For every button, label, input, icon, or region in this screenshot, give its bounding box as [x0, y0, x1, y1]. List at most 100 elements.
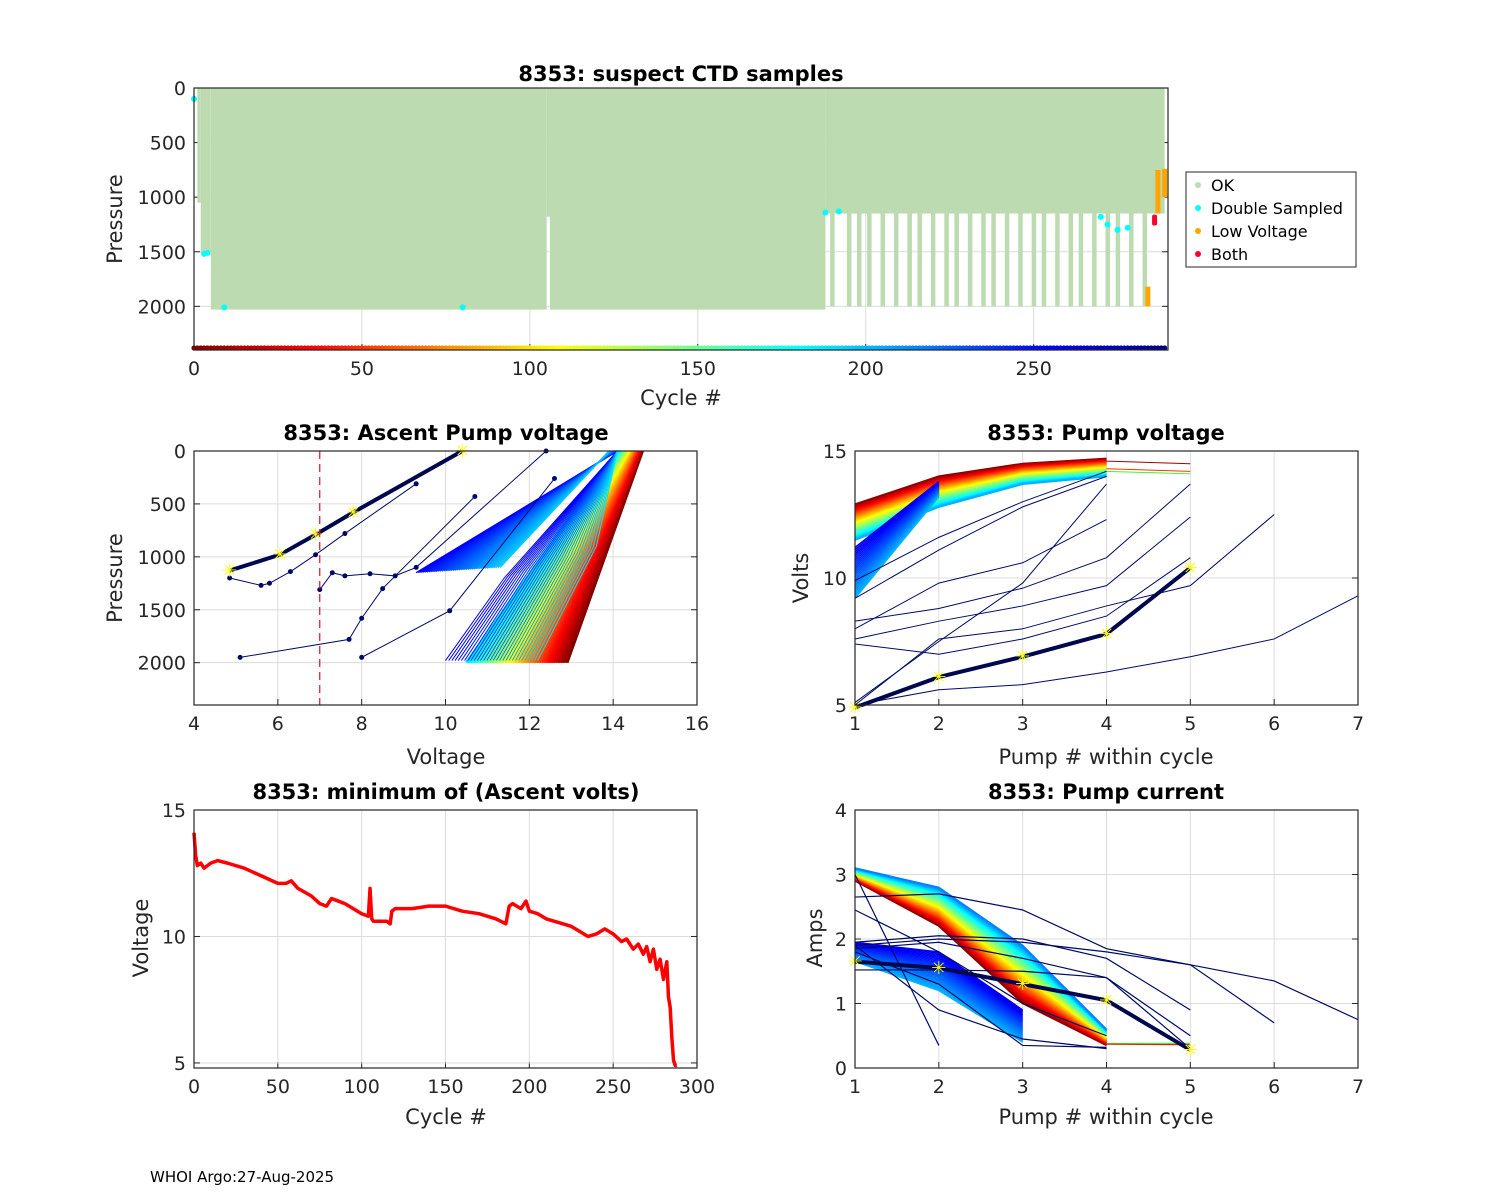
double-sampled-point — [1104, 221, 1111, 228]
double-sampled-point — [822, 209, 829, 216]
chart-title: 8353: minimum of (Ascent volts) — [252, 780, 639, 804]
cycle-voltage-line — [854, 483, 1107, 703]
ascent-profile-line — [515, 450, 618, 661]
ascent-profile-line — [530, 450, 618, 661]
ascent-profile-line — [470, 450, 618, 661]
axes-box — [193, 450, 698, 706]
tick-labels: 1 2 3 4 5 6 7 5 10 15 — [823, 441, 1364, 735]
chart-title: 8353: Ascent Pump voltage — [283, 421, 608, 445]
ok-deep-profile — [1004, 213, 1010, 307]
x-tick-label: 4 — [1100, 1076, 1112, 1098]
ok-deep-profile — [857, 213, 862, 307]
x-tick-label: 2 — [933, 713, 945, 735]
x-axis-label: Voltage — [407, 745, 486, 769]
pump-point — [392, 573, 398, 579]
last-cycle-star-marker: ✳ — [222, 561, 237, 582]
legend-label: Low Voltage — [1211, 222, 1308, 241]
x-tick-label: 200 — [848, 358, 884, 380]
ok-deep-profile — [917, 213, 922, 307]
cycle-current-line — [854, 947, 1024, 1021]
pump-point — [227, 575, 233, 581]
cycle-current-line — [855, 969, 1191, 1050]
y-tick-label: 0 — [174, 441, 186, 463]
pump-point — [258, 582, 264, 588]
cycle-voltage-line — [854, 475, 1107, 599]
low-voltage-point — [1145, 286, 1151, 307]
last-cycle-star-marker: ✳ — [1183, 1040, 1198, 1061]
chart-title: 8353: Pump current — [988, 780, 1224, 804]
y-tick-label: 1500 — [138, 242, 186, 264]
cycle-current-line — [854, 944, 1107, 1050]
ok-deep-profile — [1092, 213, 1097, 307]
legend-marker — [1195, 182, 1201, 188]
y-tick-label: 10 — [162, 926, 186, 948]
y-tick-label: 10 — [823, 568, 847, 590]
pump-point — [359, 654, 365, 660]
double-sampled-point — [204, 249, 211, 256]
pump-point — [313, 552, 319, 558]
plot-marks: ✳✳✳✳✳ — [222, 441, 644, 705]
y-axis-label: Voltage — [129, 899, 153, 978]
ascent-profile-line — [518, 450, 618, 661]
x-tick-label: 100 — [344, 1076, 380, 1098]
ascent-profile-line — [445, 450, 618, 661]
last-cycle-star-marker: ✳ — [1015, 974, 1030, 995]
cycle-voltage-line — [1106, 470, 1191, 475]
x-tick-label: 100 — [512, 358, 548, 380]
y-tick-label: 1000 — [138, 187, 186, 209]
last-cycle-star-marker: ✳ — [1099, 990, 1114, 1011]
axes-box — [854, 809, 1359, 1069]
ascent-profile-line — [486, 450, 618, 661]
ok-deep-profile — [867, 213, 872, 307]
ok-deep-profile — [954, 213, 959, 307]
ascent-profile-line — [454, 450, 618, 661]
x-tick-label: 1 — [849, 1076, 861, 1098]
y-tick-label: 5 — [835, 695, 847, 717]
chart-pump-voltage: 8353: Pump voltage ✳ ✳ ✳ ✳ ✳ 1 2 3 4 5 6 7 5 10 15 Pu… — [789, 421, 1364, 769]
cycle-current-line — [854, 867, 1108, 1030]
ascent-profile-line — [502, 450, 618, 661]
legend-item-low-voltage: Low Voltage — [1195, 222, 1308, 241]
pump-point — [413, 481, 419, 487]
ascent-profile-line — [537, 450, 618, 661]
double-sampled-point — [459, 304, 466, 311]
x-tick-label: 14 — [601, 713, 625, 735]
double-sampled-point — [1097, 213, 1104, 220]
cycle-current-line — [854, 950, 1024, 1027]
cycle-voltage-line — [854, 519, 1107, 630]
last-cycle-star-marker: ✳ — [346, 502, 361, 523]
ok-deep-profile — [846, 213, 852, 307]
x-tick-label: 300 — [679, 1076, 715, 1098]
last-cycle-line — [854, 566, 1192, 710]
x-tick-label: 3 — [1017, 1076, 1029, 1098]
tick-labels: 4 6 8 10 12 14 16 0 500 1000 1500 2000 — [138, 441, 709, 735]
x-tick-label: 200 — [511, 1076, 547, 1098]
ok-deep-profile — [893, 213, 899, 307]
y-tick-label: 2000 — [138, 296, 186, 318]
ascent-profile-line — [527, 450, 618, 661]
y-tick-label: 5 — [174, 1053, 186, 1075]
tick-labels: 0 50 100 150 200 250 300 5 10 15 — [162, 800, 715, 1098]
ascent-profile-line — [534, 450, 618, 661]
low-voltage-point — [1162, 168, 1168, 198]
ok-deep-profile — [991, 213, 996, 307]
legend-box — [1185, 171, 1357, 268]
cycle-current-line — [854, 944, 1024, 1015]
ascent-profile-line — [464, 450, 618, 661]
x-tick-label: 150 — [680, 358, 716, 380]
ascent-profile-line — [480, 450, 618, 661]
pump-point — [346, 636, 352, 642]
last-cycle-line — [854, 959, 1192, 1052]
x-axis-label: Pump # within cycle — [999, 1105, 1214, 1129]
x-tick-label: 6 — [272, 713, 284, 735]
pump-point — [237, 654, 243, 660]
ok-deep-profile — [967, 213, 973, 307]
ok-deep-profile — [830, 213, 835, 307]
ok-deep-profile — [1041, 213, 1047, 307]
legend-label: Double Sampled — [1211, 199, 1343, 218]
cycle-current-line — [854, 946, 1024, 1019]
ascent-profile-line — [521, 450, 618, 661]
